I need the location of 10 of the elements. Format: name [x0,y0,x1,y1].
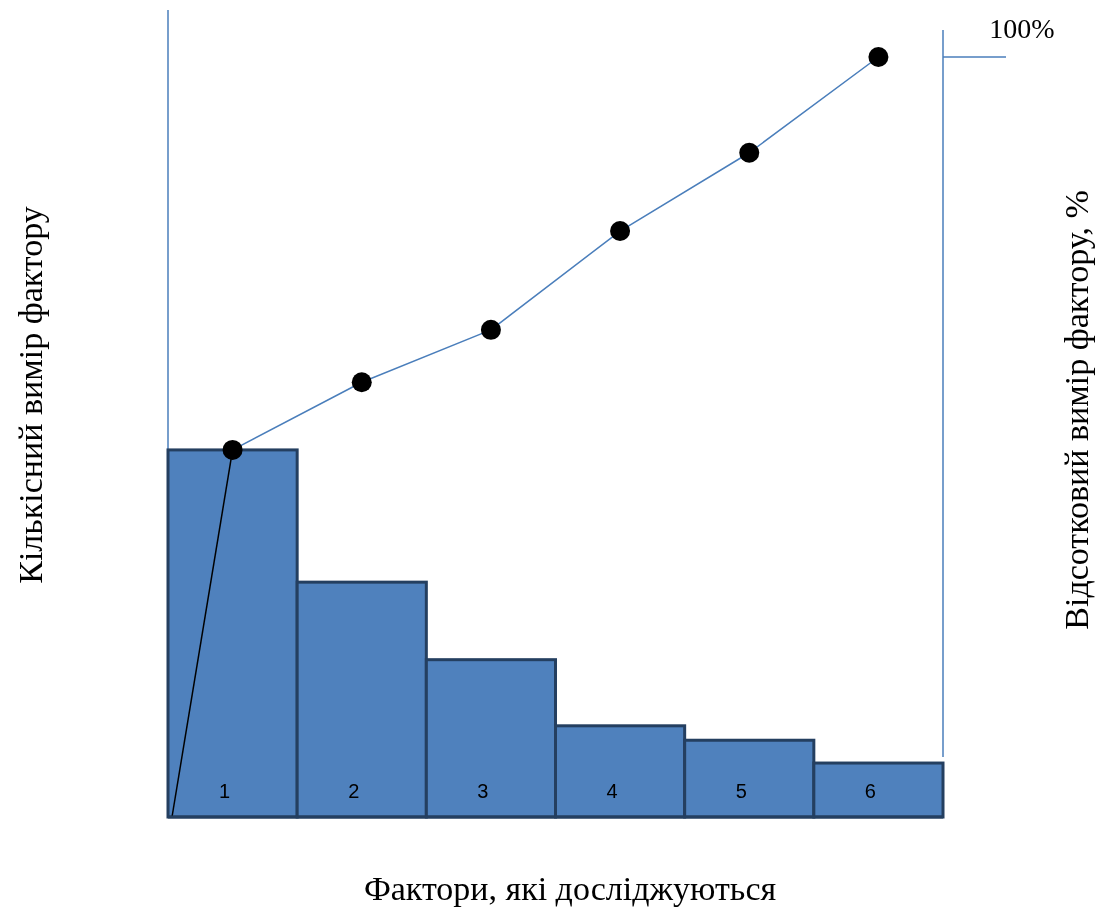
x-tick-label: 1 [219,780,231,803]
y2-axis-title: Відсотковий вимір фактору, % [1058,190,1095,630]
text: 100% [989,13,1055,44]
x-tick-label: 5 [735,780,747,803]
x-tick-label: 3 [477,780,489,803]
x-tick-label: 2 [348,780,360,803]
x-tick-label: 6 [864,780,876,803]
x-axis-title: Фактори, які досліджуються [363,870,777,907]
x-tick-label: 4 [606,780,618,803]
y-axis-title: Кількісний вимір фактору [12,206,49,584]
